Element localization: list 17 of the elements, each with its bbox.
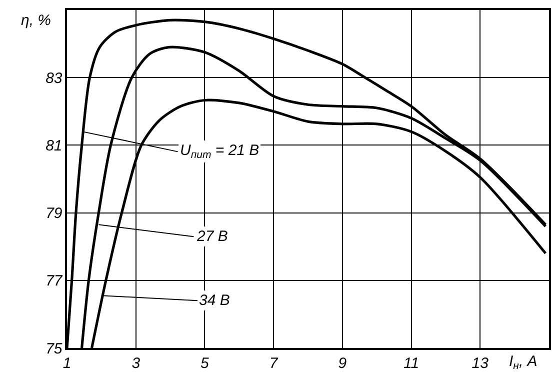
x-axis-title: I$_{н}$, А — [509, 353, 538, 372]
annotation: 34 В — [199, 292, 230, 309]
y-axis-title: η, % — [21, 12, 51, 29]
x-tick-label: 13 — [472, 354, 490, 372]
y-tick-label: 81 — [46, 137, 62, 154]
y-tick-label: 79 — [46, 205, 63, 222]
y-tick-label: 83 — [46, 70, 63, 87]
x-tick-label: 9 — [338, 354, 348, 372]
x-tick-label: 1 — [62, 354, 72, 372]
x-tick-label: 7 — [269, 354, 278, 372]
y-tick-label: 75 — [46, 340, 63, 358]
y-tick-label: 77 — [46, 272, 63, 290]
annotation: U$_{пит}$ = 21 В — [180, 142, 260, 162]
x-tick-label: 5 — [200, 354, 210, 372]
x-tick-label: 11 — [404, 354, 420, 372]
x-tick-label: 3 — [132, 354, 141, 372]
annotation: 27 В — [196, 228, 228, 245]
